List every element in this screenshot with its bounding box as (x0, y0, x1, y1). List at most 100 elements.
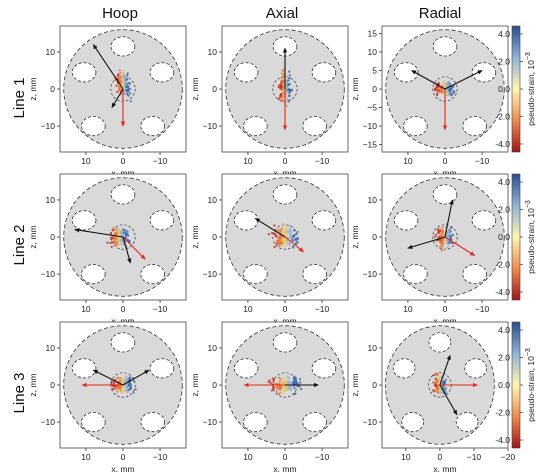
strain-point (123, 89, 126, 92)
y-tick-label: 10 (46, 195, 56, 205)
strain-point (443, 230, 446, 233)
strain-point (127, 90, 130, 93)
center-hole (272, 224, 298, 250)
black-arrow (439, 384, 458, 416)
panel-line-2-axial: 10 0 −10 10 0 −10 x, mm z, mm (190, 173, 349, 326)
strain-point (287, 231, 290, 234)
strain-point (277, 97, 280, 101)
specimen-hole (432, 184, 458, 205)
strain-point (126, 88, 130, 91)
strain-point (110, 245, 113, 248)
strain-point (123, 87, 127, 90)
y-tick-label: −15 (363, 140, 378, 150)
strain-point (127, 384, 130, 387)
strain-point (288, 91, 291, 95)
strain-point (270, 389, 274, 392)
y-tick-label: 0 (212, 84, 217, 94)
specimen-hole (393, 62, 419, 83)
strain-point (284, 377, 287, 380)
specimen-hole (81, 412, 106, 433)
strain-point (447, 243, 450, 246)
y-tick-label: −10 (203, 269, 218, 279)
colorbar-tick-label: 2.0 (498, 57, 510, 67)
strain-point (287, 88, 290, 92)
strain-point (278, 239, 281, 242)
colorbar-row-1: 4.0 2.0 0.0 -2.0 -4.0 pseudo-strain, 10−3 (495, 25, 536, 153)
y-tick-label: 0 (372, 380, 377, 390)
strain-point (119, 240, 122, 243)
x-axis-label: x, mm (273, 464, 296, 472)
panel-line-2-hoop: 10 0 −10 10 0 −10 x, mm z, mm (28, 173, 187, 326)
colorbar-exponent: −3 (525, 348, 532, 356)
strain-point (434, 384, 437, 387)
strain-point (129, 92, 132, 95)
strain-point (433, 89, 437, 92)
strain-point (282, 75, 285, 78)
colorbar-tick-label: 0.0 (498, 380, 510, 390)
strain-point (445, 239, 449, 242)
strain-point (122, 76, 126, 79)
strain-point (298, 378, 302, 381)
strain-point (281, 244, 284, 247)
specimen-hole (149, 210, 175, 231)
strain-point (276, 382, 279, 385)
strain-point (127, 388, 130, 392)
strain-point (128, 87, 132, 91)
x-tick-label: −10 (467, 452, 482, 462)
strain-point (444, 391, 448, 394)
strain-point (295, 242, 298, 245)
x-tick-label: 10 (403, 304, 413, 314)
strain-point (267, 380, 270, 384)
strain-point (288, 74, 291, 77)
y-tick-label: −10 (203, 121, 218, 131)
y-tick-label: 10 (208, 343, 218, 353)
specimen-hole (233, 210, 259, 231)
strain-point (290, 237, 294, 240)
row-header-line-2: Line 2 (11, 225, 28, 266)
black-arrow (254, 218, 286, 238)
strain-point (132, 391, 135, 394)
strain-point (269, 381, 272, 385)
strain-point (450, 94, 453, 97)
colorbar-tick-label: 0.0 (498, 84, 510, 94)
y-tick-label: −5 (367, 103, 377, 113)
x-tick-label: 0 (121, 156, 126, 166)
colorbar-row-3: 4.0 2.0 0.0 -2.0 -4.0 pseudo-strain, 10−3 (495, 321, 536, 449)
x-tick-label: 0 (121, 304, 126, 314)
strain-point (120, 388, 123, 391)
x-tick-label: 10 (243, 304, 253, 314)
specimen-hole (149, 358, 175, 379)
strain-point (442, 81, 445, 85)
strain-point (433, 235, 437, 238)
strain-point (116, 90, 119, 93)
specimen-hole (272, 184, 298, 205)
specimen-hole (140, 116, 165, 137)
strain-point (293, 238, 297, 241)
y-tick-label: −10 (41, 417, 56, 427)
strain-point (123, 92, 126, 95)
strain-point (437, 236, 440, 239)
colorbar (511, 25, 521, 153)
y-axis-label: z, mm (28, 373, 38, 396)
specimen-hole (393, 210, 419, 231)
strain-point (279, 388, 282, 391)
strain-point (440, 242, 443, 245)
center-hole (432, 224, 458, 250)
strain-point (119, 72, 122, 75)
strain-point (288, 224, 291, 227)
strain-point (282, 230, 285, 233)
strain-point (109, 232, 113, 235)
strain-point (129, 385, 132, 388)
y-tick-label: −10 (363, 417, 378, 427)
strain-point (122, 378, 125, 381)
strain-point (449, 230, 452, 233)
column-header-axial: Axial (266, 5, 299, 22)
x-axis-label: x, mm (433, 464, 456, 472)
strain-point (113, 382, 116, 385)
strain-point (121, 85, 125, 88)
strain-point (285, 386, 288, 389)
strain-point (282, 79, 285, 83)
y-tick-label: 0 (212, 232, 217, 242)
panel-line-1-axial: 10 0 −10 10 0 −10 x, mm z, mm (190, 25, 349, 178)
strain-point (110, 238, 113, 241)
